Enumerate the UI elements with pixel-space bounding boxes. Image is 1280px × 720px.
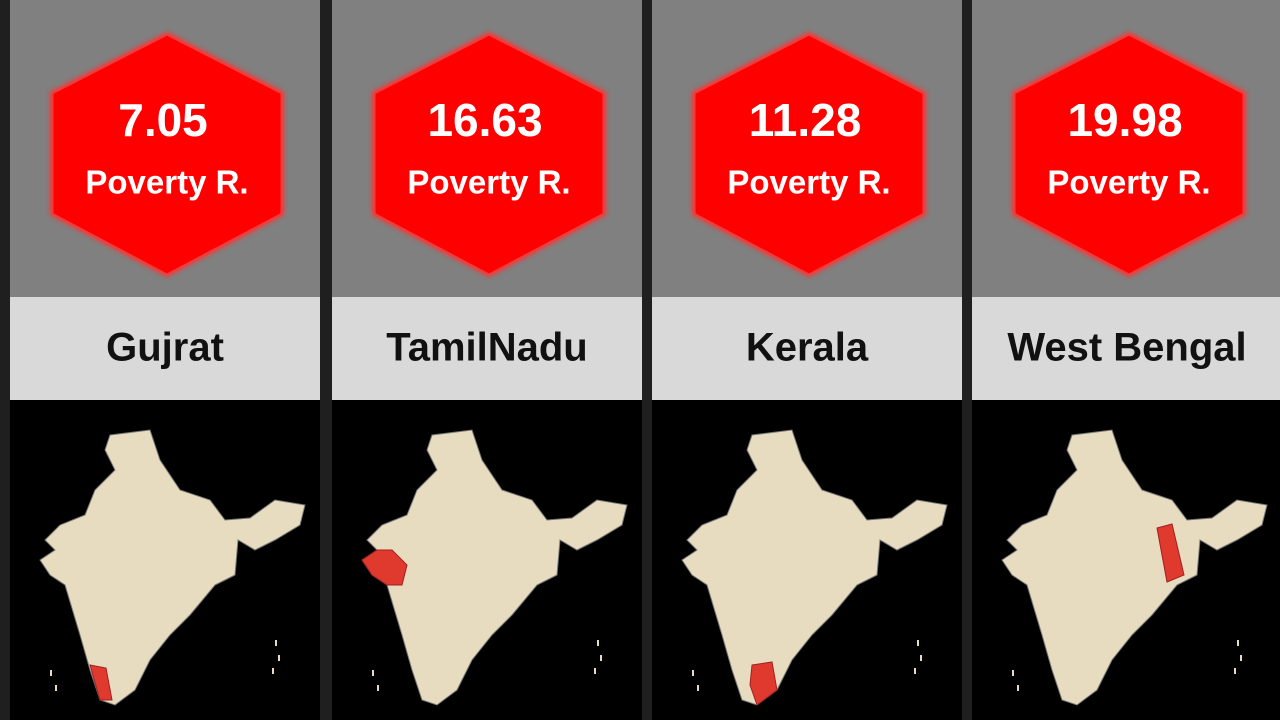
island	[278, 655, 280, 661]
poverty-value: 16.63	[427, 94, 542, 146]
label-area	[652, 297, 962, 400]
state-name: Gujrat	[106, 326, 224, 370]
label-area	[332, 297, 642, 400]
poverty-value: 11.28	[749, 94, 862, 146]
map-outline	[681, 429, 948, 706]
island	[372, 670, 374, 676]
hexagon	[53, 35, 281, 274]
india-map	[39, 429, 306, 706]
india-map	[361, 429, 628, 706]
island	[55, 685, 57, 691]
label-area	[10, 297, 320, 400]
island	[275, 640, 277, 646]
island	[1237, 640, 1239, 646]
island	[914, 668, 916, 674]
map-highlight	[361, 549, 408, 586]
map-outline	[361, 429, 628, 706]
map-highlight	[749, 661, 778, 706]
state-name: West Bengal	[1007, 326, 1246, 370]
map-outline	[1001, 429, 1268, 706]
hexagon	[375, 35, 603, 274]
hexagon	[695, 35, 923, 274]
island	[917, 640, 919, 646]
state-name: TamilNadu	[386, 326, 588, 370]
island	[1017, 685, 1019, 691]
map-highlight	[1156, 523, 1185, 583]
island	[377, 685, 379, 691]
label-area	[972, 297, 1280, 400]
india-map	[1001, 429, 1268, 706]
map-outline	[39, 429, 306, 706]
island	[1012, 670, 1014, 676]
hexagon	[1015, 35, 1243, 274]
map-highlight	[89, 664, 113, 701]
poverty-label: Poverty R.	[85, 164, 248, 201]
island	[920, 655, 922, 661]
poverty-label: Poverty R.	[1047, 164, 1210, 201]
island	[1240, 655, 1242, 661]
panel: 16.63 Poverty R. TamilNadu	[332, 0, 642, 720]
india-map	[681, 429, 948, 706]
island	[50, 670, 52, 676]
island	[600, 655, 602, 661]
poverty-value: 7.05	[118, 94, 208, 146]
island	[1234, 668, 1236, 674]
poverty-label: Poverty R.	[407, 164, 570, 201]
island	[272, 668, 274, 674]
panel: 19.98 Poverty R. West Bengal	[972, 0, 1280, 720]
panel: 11.28 Poverty R. Kerala	[652, 0, 962, 720]
panel: 7.05 Poverty R. Gujrat	[10, 0, 320, 720]
poverty-label: Poverty R.	[727, 164, 890, 201]
island	[594, 668, 596, 674]
state-name: Kerala	[746, 326, 869, 370]
island	[692, 670, 694, 676]
island	[597, 640, 599, 646]
poverty-value: 19.98	[1067, 94, 1182, 146]
island	[697, 685, 699, 691]
